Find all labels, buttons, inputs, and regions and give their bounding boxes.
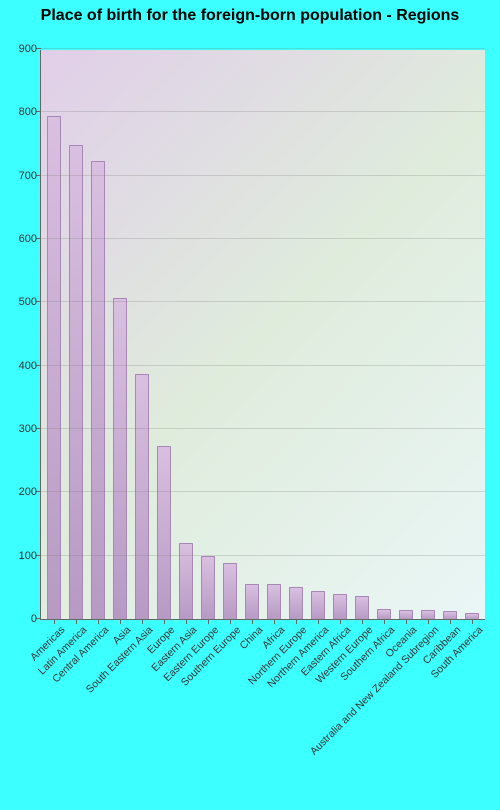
bar-slot: South America <box>461 50 483 619</box>
bar <box>245 584 259 619</box>
ytick-label: 100 <box>19 550 37 562</box>
ytick-label: 700 <box>19 170 37 182</box>
chart-title: Place of birth for the foreign-born popu… <box>0 6 500 26</box>
bar-slot: Caribbean <box>439 50 461 619</box>
bar-slot: Eastern Asia <box>175 50 197 619</box>
bar-slot: Central America <box>87 50 109 619</box>
bar-slot: China <box>241 50 263 619</box>
bar <box>135 374 149 619</box>
bar-slot: Asia <box>109 50 131 619</box>
gridline <box>41 491 485 492</box>
gridline <box>41 428 485 429</box>
ytick-label: 800 <box>19 106 37 118</box>
bar <box>91 161 105 619</box>
bar <box>113 298 127 619</box>
bar <box>443 611 457 619</box>
bar <box>289 587 303 619</box>
bar <box>201 556 215 619</box>
bar <box>267 584 281 619</box>
bar-slot: Northern Europe <box>285 50 307 619</box>
bar-slot: Australia and New Zealand Subregion <box>417 50 439 619</box>
bar-slot: Southern Africa <box>373 50 395 619</box>
bar <box>311 591 325 619</box>
ytick-label: 900 <box>19 43 37 55</box>
bars-container: AmericasLatin AmericaCentral AmericaAsia… <box>41 50 485 619</box>
gridline <box>41 238 485 239</box>
bar-slot: South Eastern Asia <box>131 50 153 619</box>
ytick-label: 500 <box>19 296 37 308</box>
bar-slot: Southern Europe <box>219 50 241 619</box>
bar-slot: Eastern Europe <box>197 50 219 619</box>
bar-slot: Africa <box>263 50 285 619</box>
gridline <box>41 111 485 112</box>
ytick-label: 0 <box>31 613 37 625</box>
ytick-label: 200 <box>19 486 37 498</box>
bar <box>399 610 413 619</box>
bar <box>157 446 171 619</box>
bar-slot: Western Europe <box>351 50 373 619</box>
bar-slot: Latin America <box>65 50 87 619</box>
bar-slot: Eastern Africa <box>329 50 351 619</box>
ytick-label: 300 <box>19 423 37 435</box>
ytick-label: 600 <box>19 233 37 245</box>
gridline <box>41 301 485 302</box>
bar <box>355 596 369 619</box>
bar <box>69 145 83 619</box>
bar-slot: Oceania <box>395 50 417 619</box>
gridline <box>41 175 485 176</box>
gridline <box>41 555 485 556</box>
plot-inner: AmericasLatin AmericaCentral AmericaAsia… <box>41 50 485 619</box>
bar <box>223 563 237 619</box>
bar <box>47 116 61 619</box>
gridline <box>41 48 485 49</box>
ytick-label: 400 <box>19 360 37 372</box>
bar <box>333 594 347 619</box>
plot-area: AmericasLatin AmericaCentral AmericaAsia… <box>40 50 485 620</box>
bar-slot: Americas <box>43 50 65 619</box>
bar-slot: Northern America <box>307 50 329 619</box>
bar-slot: Europe <box>153 50 175 619</box>
bar <box>421 610 435 619</box>
gridline <box>41 365 485 366</box>
chart-canvas: Place of birth for the foreign-born popu… <box>0 0 500 810</box>
bar <box>377 609 391 619</box>
